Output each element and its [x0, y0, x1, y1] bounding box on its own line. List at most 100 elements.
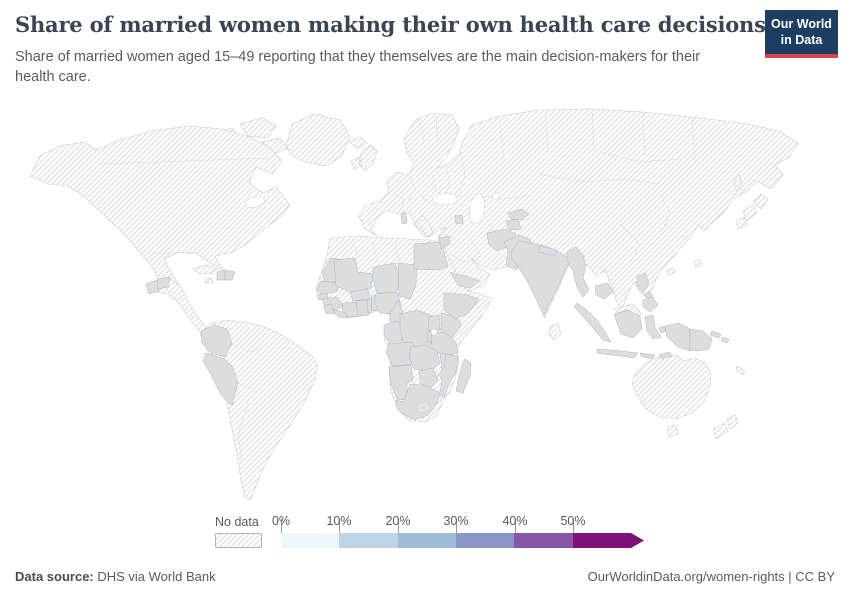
country-armenia[interactable] — [454, 214, 464, 225]
country-namibia[interactable] — [388, 364, 414, 401]
country-indonesia-lesser-sunda[interactable] — [639, 352, 656, 360]
country-lesotho[interactable] — [418, 403, 429, 412]
country-jordan[interactable] — [438, 235, 451, 250]
country-liberia[interactable] — [332, 308, 349, 319]
country-zimbabwe[interactable] — [418, 367, 439, 388]
country-guatemala[interactable] — [145, 279, 160, 295]
internal-borders — [97, 108, 696, 465]
landmass-britain-ireland — [350, 144, 378, 172]
data-countries — [145, 208, 730, 421]
no-data-label: No data — [215, 515, 259, 529]
country-nepal[interactable] — [538, 245, 558, 257]
chart-subtitle: Share of married women aged 15–49 report… — [15, 49, 701, 85]
data-source-label: Data source: — [15, 569, 94, 584]
owid-logo-box: Our World in Data — [765, 10, 838, 54]
landmass-new-caledonia — [735, 365, 746, 376]
landmass-north-america[interactable] — [29, 125, 291, 292]
country-indonesia-borneo[interactable] — [613, 309, 643, 339]
country-yemen[interactable] — [449, 271, 481, 289]
country-indonesia-sulawesi[interactable] — [644, 314, 662, 340]
landmass-central-america — [145, 278, 209, 335]
legend-bin-10-20[interactable] — [339, 533, 398, 548]
country-philippines-visayas[interactable] — [643, 291, 654, 299]
country-colombia[interactable] — [200, 324, 233, 358]
legend-tick-4 — [515, 519, 516, 533]
footer-link[interactable]: OurWorldinData.org/women-rights | CC BY — [587, 569, 835, 584]
landmass-tasmania — [666, 424, 679, 438]
country-haiti[interactable] — [216, 269, 226, 281]
country-timor-leste[interactable] — [658, 351, 673, 360]
country-ethiopia[interactable] — [443, 292, 480, 320]
legend-arrow-tip — [631, 533, 644, 548]
country-south-africa[interactable] — [395, 383, 441, 421]
caspian-sea — [469, 193, 485, 225]
no-data-landmasses — [29, 108, 799, 501]
country-philippines-luzon[interactable] — [636, 272, 650, 294]
footer: Data source: DHS via World Bank OurWorld… — [15, 569, 835, 584]
legend-tick-1 — [339, 519, 340, 533]
country-uganda[interactable] — [427, 314, 441, 332]
country-solomon-islands[interactable] — [720, 336, 730, 344]
landmass-taiwan-hainan — [666, 258, 703, 276]
country-myanmar[interactable] — [566, 246, 590, 298]
owid-logo[interactable]: Our World in Data — [765, 10, 838, 58]
landmass-greenland[interactable] — [285, 113, 351, 167]
country-indonesia-west-papua[interactable] — [664, 322, 691, 352]
legend-bin-20-30[interactable] — [397, 533, 456, 548]
legend-bin-40-50[interactable] — [514, 533, 573, 548]
country-dominican-republic[interactable] — [224, 269, 236, 281]
legend-bin-30-40[interactable] — [455, 533, 515, 548]
legend-tick-0 — [281, 519, 282, 533]
country-sierra-leone[interactable] — [323, 303, 335, 315]
country-mozambique[interactable] — [437, 353, 459, 399]
country-peru[interactable] — [202, 352, 239, 407]
country-zambia[interactable] — [408, 344, 441, 372]
country-philippines-mindanao[interactable] — [642, 296, 659, 313]
owid-logo-redbar — [765, 53, 838, 58]
no-data-hatch — [216, 534, 261, 547]
map-legend: No data 0% 10% 20% 30% 40% 50% — [213, 514, 653, 552]
landmass-new-zealand — [712, 414, 739, 440]
legend-bin-0-10[interactable] — [281, 533, 340, 548]
legend-label-40: 40% — [502, 514, 528, 528]
country-india[interactable] — [510, 240, 572, 317]
country-new-britain[interactable] — [709, 330, 722, 339]
owid-logo-line2: in Data — [780, 33, 823, 48]
great-lakes — [244, 196, 266, 208]
country-tajikistan[interactable] — [505, 218, 522, 231]
black-sea — [432, 192, 458, 206]
legend-bin-50-plus[interactable] — [572, 533, 631, 548]
landmass-japan — [735, 193, 769, 230]
data-source-text: DHS via World Bank — [93, 569, 216, 584]
country-honduras[interactable] — [156, 276, 171, 290]
aral-sea — [492, 192, 500, 200]
data-source: Data source: DHS via World Bank — [15, 569, 216, 584]
country-niger[interactable] — [372, 262, 401, 294]
legend-tick-3 — [456, 519, 457, 533]
legend-color-bar — [281, 533, 631, 548]
country-albania[interactable] — [400, 212, 408, 225]
country-cambodia[interactable] — [594, 282, 614, 300]
landmass-sakhalin — [733, 173, 743, 193]
legend-label-30: 30% — [443, 514, 469, 528]
country-kyrgyzstan[interactable] — [507, 208, 530, 221]
country-indonesia-sumatra[interactable] — [573, 302, 612, 343]
no-data-swatch[interactable] — [215, 533, 262, 548]
landmass-iceland — [348, 136, 368, 150]
country-papua-new-guinea[interactable] — [689, 328, 713, 352]
legend-tick-5 — [573, 519, 574, 533]
legend-label-20: 20% — [385, 514, 411, 528]
page-title: Share of married women making their own … — [15, 12, 838, 37]
country-ghana[interactable] — [355, 299, 370, 317]
landmass-australia[interactable] — [631, 354, 712, 420]
country-cote-divoire[interactable] — [341, 301, 360, 318]
landmass-sri-lanka — [548, 323, 562, 341]
owid-logo-line1: Our World — [771, 17, 832, 31]
legend-tick-2 — [398, 519, 399, 533]
legend-label-10: 10% — [326, 514, 352, 528]
country-mali[interactable] — [333, 257, 374, 293]
country-madagascar[interactable] — [455, 358, 472, 394]
world-choropleth-map[interactable] — [0, 103, 850, 515]
country-indonesia-java[interactable] — [596, 348, 639, 359]
